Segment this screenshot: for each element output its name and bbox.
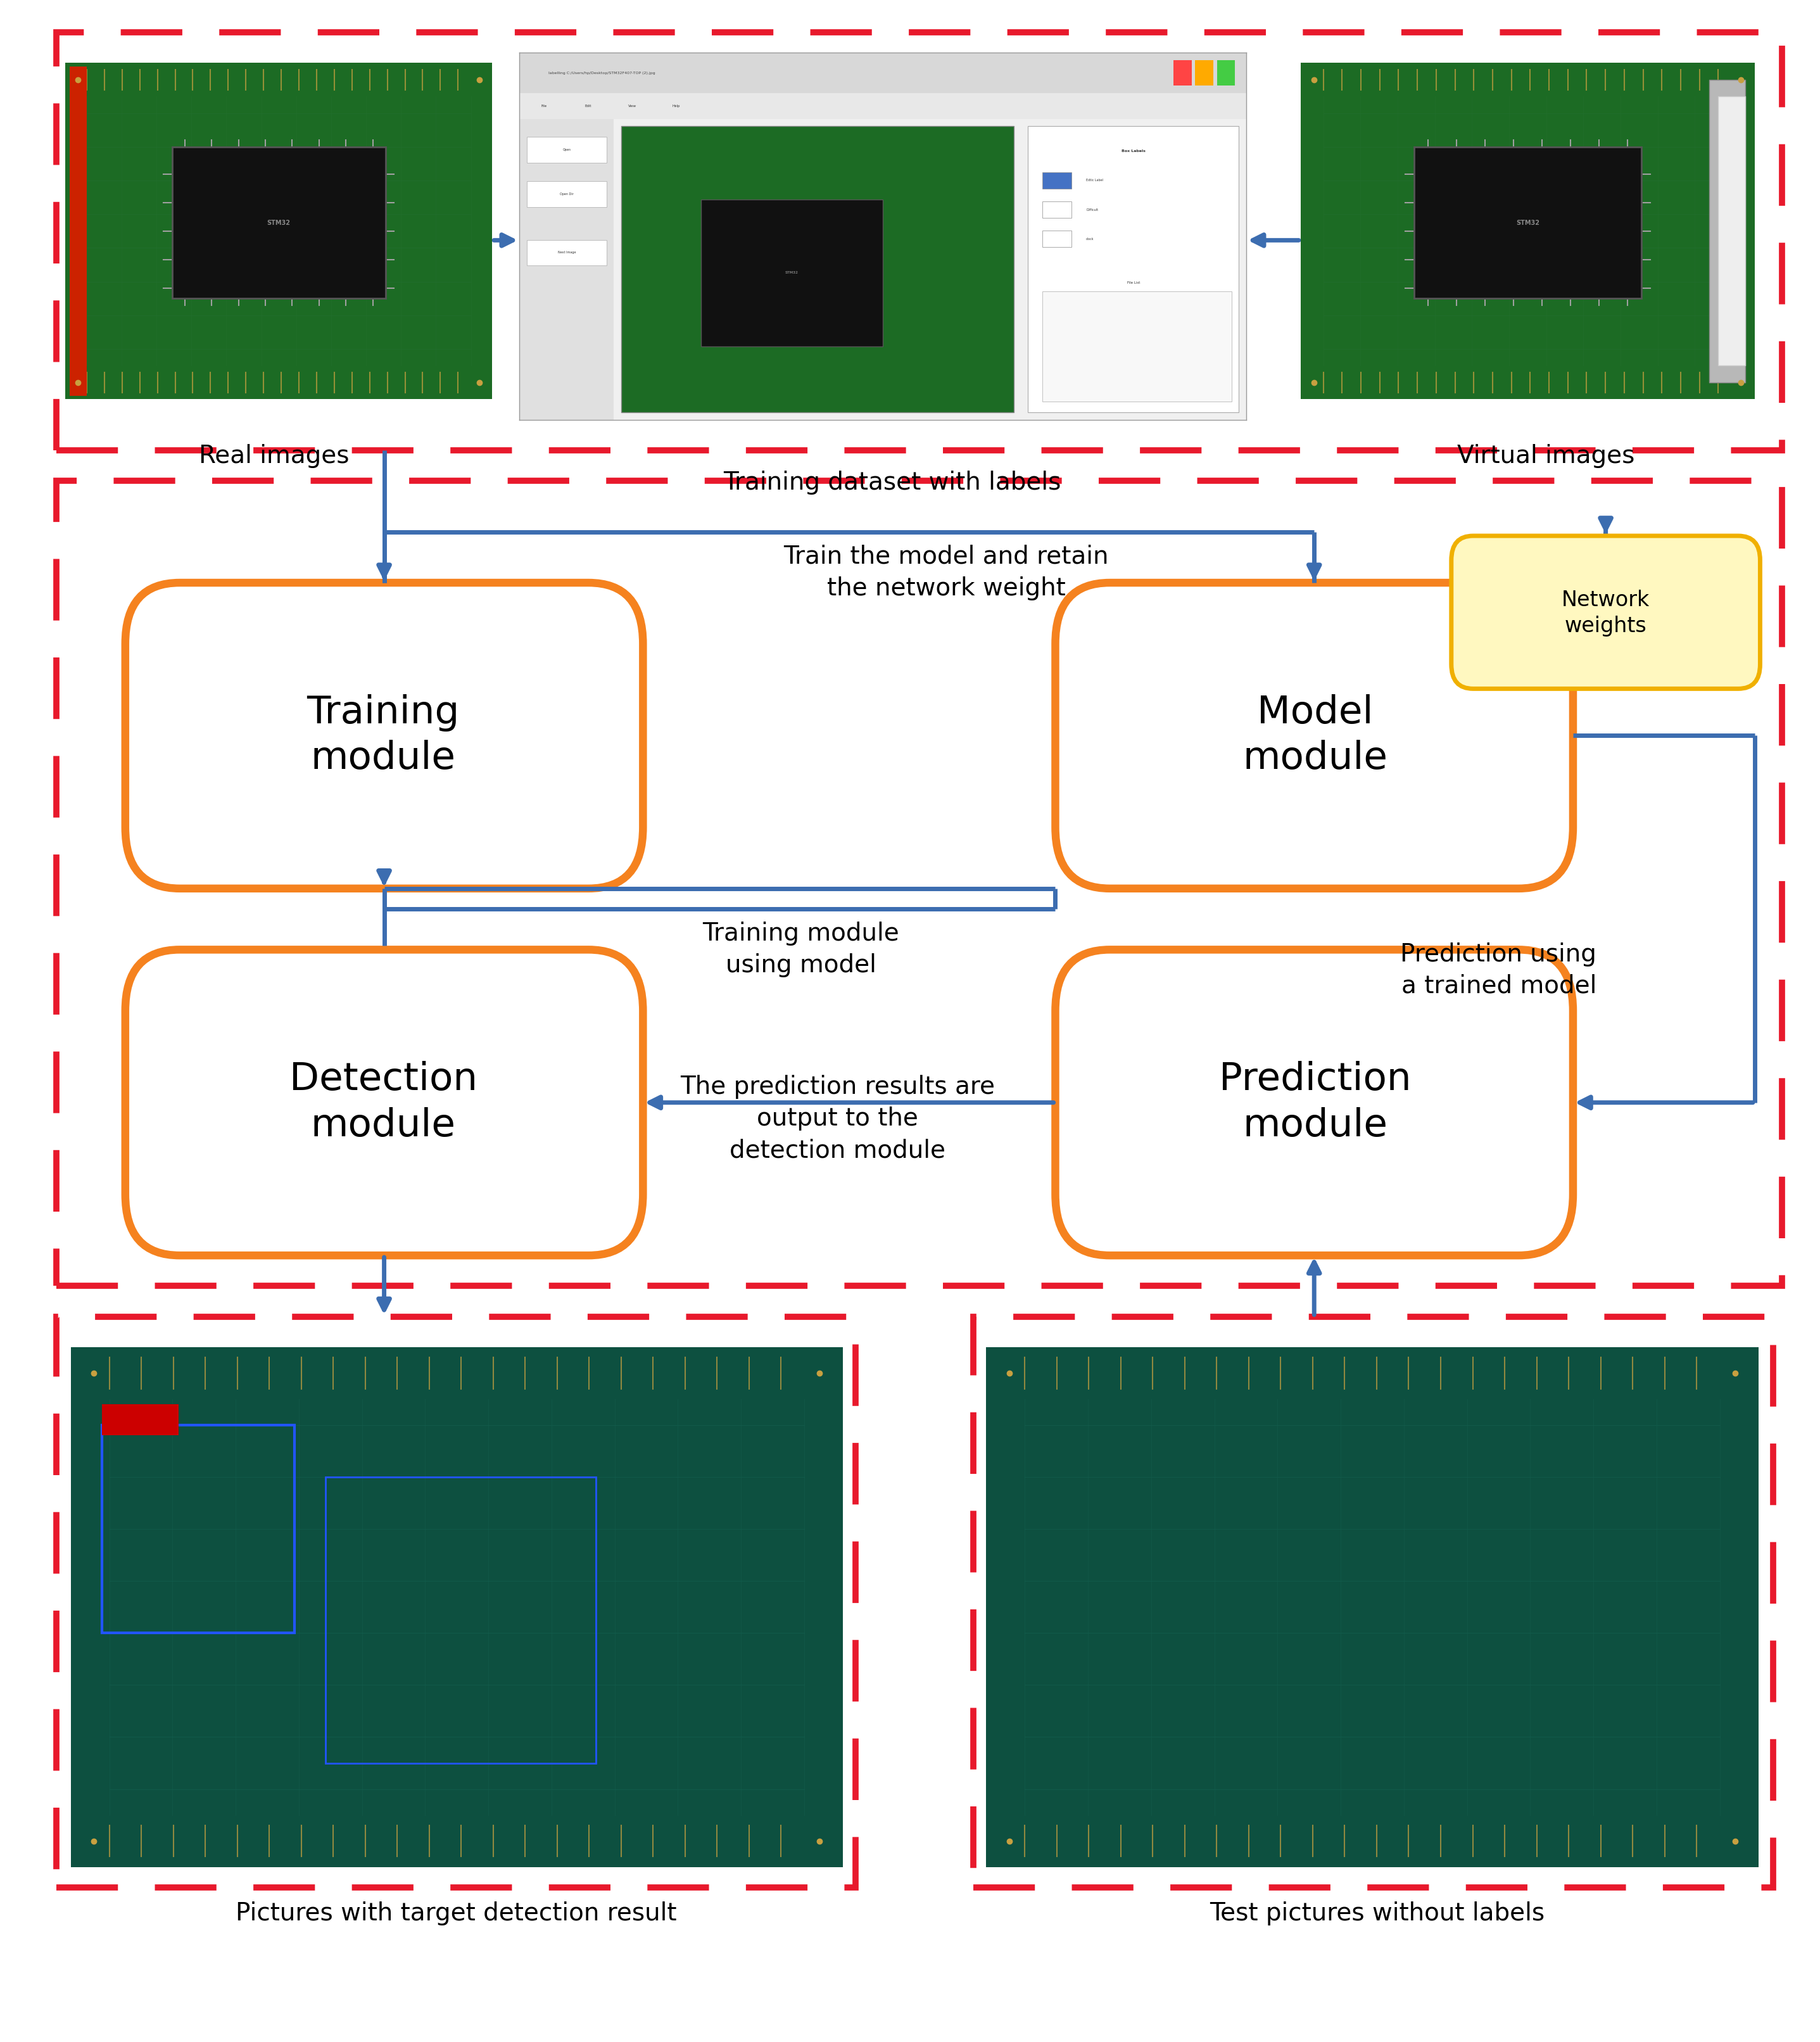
FancyBboxPatch shape — [126, 582, 642, 888]
Text: Prediction using
a trained model: Prediction using a trained model — [1400, 941, 1596, 999]
Text: Training module
using model: Training module using model — [703, 921, 899, 978]
Text: Training
module: Training module — [308, 694, 460, 778]
FancyBboxPatch shape — [1056, 582, 1572, 888]
Text: Network
weights: Network weights — [1562, 590, 1649, 637]
Text: Model
module: Model module — [1243, 694, 1387, 778]
FancyBboxPatch shape — [1451, 535, 1760, 688]
Text: Training dataset with labels: Training dataset with labels — [723, 470, 1061, 494]
Text: Virtual images: Virtual images — [1458, 443, 1634, 468]
Text: The prediction results are
output to the
detection module: The prediction results are output to the… — [681, 1076, 996, 1162]
FancyBboxPatch shape — [126, 950, 642, 1256]
Text: Train the model and retain
the network weight: Train the model and retain the network w… — [784, 545, 1108, 600]
Text: Real images: Real images — [198, 443, 349, 468]
Text: Prediction
module: Prediction module — [1219, 1060, 1410, 1144]
Text: Test pictures without labels: Test pictures without labels — [1208, 1901, 1545, 1926]
Text: Detection
module: Detection module — [289, 1060, 477, 1144]
FancyBboxPatch shape — [1056, 950, 1572, 1256]
Text: Pictures with target detection result: Pictures with target detection result — [235, 1901, 677, 1926]
